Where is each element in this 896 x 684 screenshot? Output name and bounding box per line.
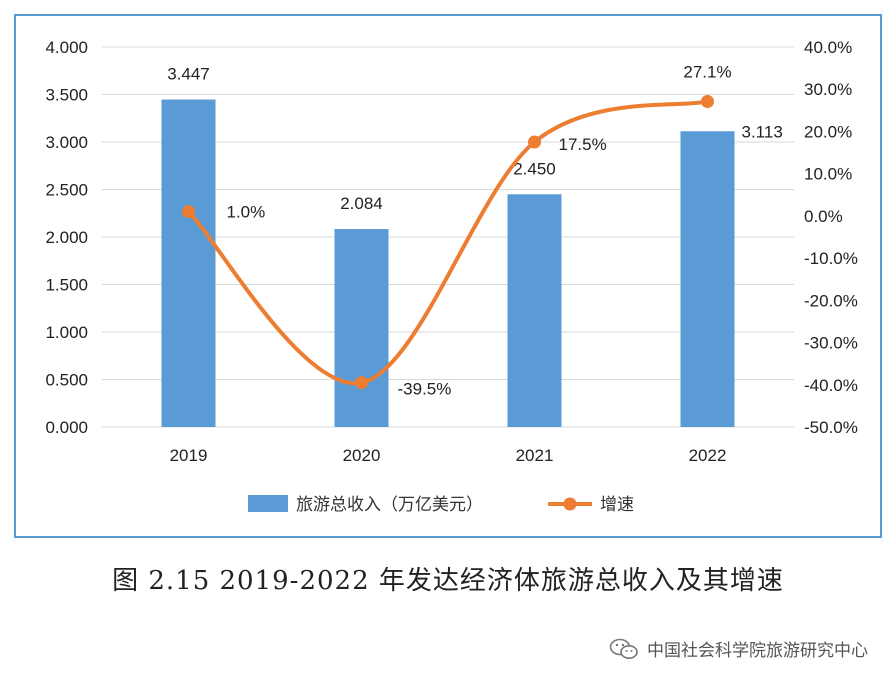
- y-right-tick-label: -50.0%: [804, 418, 858, 437]
- y-left-tick-label: 0.000: [45, 418, 88, 437]
- bar: [507, 194, 562, 427]
- figure-caption: 图 2.15 2019-2022 年发达经济体旅游总收入及其增速: [112, 566, 784, 596]
- x-tick-label: 2022: [689, 446, 727, 465]
- y-left-tick-label: 4.000: [45, 38, 88, 57]
- line-data-label: 27.1%: [683, 62, 731, 81]
- legend-bar-swatch: [248, 495, 288, 512]
- wechat-icon: [609, 638, 638, 659]
- legend-line-label: 增速: [600, 495, 634, 515]
- growth-line: [186, 99, 710, 386]
- x-tick-label: 2021: [516, 446, 554, 465]
- growth-marker: [355, 376, 368, 390]
- y-left-tick-label: 1.000: [45, 323, 88, 342]
- y-left-tick-label: 3.000: [45, 133, 88, 152]
- line-data-label: -39.5%: [398, 380, 452, 399]
- line-data-label: 1.0%: [227, 203, 266, 222]
- bar-data-label: 3.447: [167, 65, 210, 84]
- line-data-label: 17.5%: [559, 135, 607, 154]
- y-right-tick-label: 30.0%: [804, 80, 852, 99]
- y-right-tick-label: -30.0%: [804, 334, 858, 353]
- x-tick-label: 2019: [170, 446, 208, 465]
- y-right-tick-label: 0.0%: [804, 207, 843, 226]
- watermark: 中国社会科学院旅游研究中心: [609, 636, 868, 661]
- y-left-tick-label: 3.500: [45, 86, 88, 105]
- bar-data-label: 2.450: [513, 159, 556, 178]
- y-left-tick-label: 2.000: [45, 228, 88, 247]
- y-left-tick-label: 0.500: [45, 371, 88, 390]
- y-right-tick-label: 40.0%: [804, 38, 852, 57]
- bar: [680, 131, 735, 427]
- bar-data-label: 2.084: [340, 194, 383, 213]
- legend-line-marker: [563, 497, 577, 511]
- y-right-tick-label: -40.0%: [804, 376, 858, 395]
- watermark-text: 中国社会科学院旅游研究中心: [647, 641, 868, 661]
- y-right-tick-label: 20.0%: [804, 122, 852, 141]
- y-right-tick-label: 10.0%: [804, 165, 852, 184]
- bar: [334, 229, 389, 427]
- legend-bar-label: 旅游总收入（万亿美元）: [296, 495, 483, 515]
- growth-marker: [182, 205, 195, 219]
- x-tick-label: 2020: [343, 446, 381, 465]
- y-right-tick-label: -20.0%: [804, 291, 858, 310]
- y-left-tick-label: 1.500: [45, 276, 88, 295]
- bar: [161, 99, 216, 427]
- chart-svg: 0.000 0.500 1.000 1.500 2.000 2.500 3.000 3.500…: [45, 38, 858, 515]
- bar-data-label: 3.113: [742, 122, 783, 141]
- y-left-tick-label: 2.500: [45, 181, 88, 200]
- growth-marker: [528, 135, 541, 149]
- growth-marker: [701, 94, 714, 108]
- chart-frame: 0.000 0.500 1.000 1.500 2.000 2.500 3.000 3.500…: [14, 14, 882, 538]
- y-right-tick-label: -10.0%: [804, 249, 858, 268]
